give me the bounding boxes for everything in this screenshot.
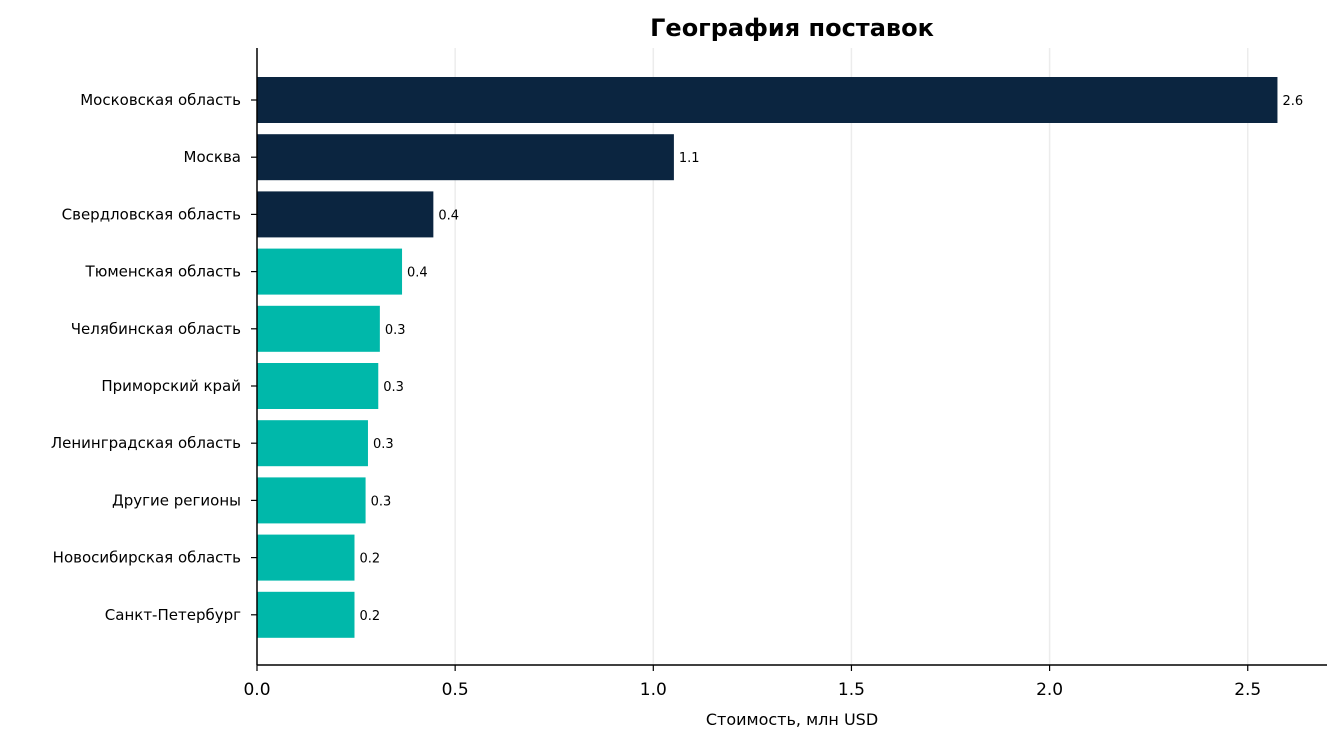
category-label: Санкт-Петербург <box>105 606 241 624</box>
category-label: Другие регионы <box>112 491 241 509</box>
value-label: 0.3 <box>385 323 406 338</box>
bar <box>257 363 379 409</box>
labels: Московская область 2.6 Москва 1.1 Свердловск… <box>51 91 1303 624</box>
bar <box>257 134 674 181</box>
category-label: Ленинградская область <box>51 434 241 452</box>
bar <box>257 77 1278 123</box>
bar <box>257 305 380 352</box>
value-label: 0.3 <box>383 380 404 395</box>
category-label: Приморский край <box>101 377 241 395</box>
x-tick-label: 1.0 <box>640 680 667 700</box>
x-tick-label: 2.5 <box>1234 680 1261 700</box>
category-label: Новосибирская область <box>53 549 241 567</box>
value-label: 0.4 <box>438 208 459 223</box>
x-ticks: 0.0 0.5 1.0 1.5 2.0 2.5 <box>243 99 1261 700</box>
bar <box>257 191 434 238</box>
bars <box>257 77 1278 638</box>
category-label: Тюменская область <box>85 263 241 281</box>
category-label: Москва <box>184 148 241 166</box>
x-axis-title: Стоимость, млн USD <box>706 710 878 729</box>
axes <box>256 48 1327 666</box>
value-label: 0.2 <box>359 609 380 624</box>
category-label: Челябинская область <box>71 320 241 338</box>
chart-title: География поставок <box>650 14 934 42</box>
category-label: Свердловская область <box>62 205 241 223</box>
value-label: 0.2 <box>359 552 380 567</box>
bar <box>257 534 355 581</box>
x-tick-label: 1.5 <box>838 680 865 700</box>
value-label: 1.1 <box>679 151 700 166</box>
category-label: Московская область <box>80 91 241 109</box>
x-tick-label: 2.0 <box>1036 680 1063 700</box>
bar <box>257 420 368 467</box>
value-label: 0.3 <box>371 494 392 509</box>
x-tick-label: 0.5 <box>442 680 469 700</box>
bar <box>257 477 366 524</box>
value-label: 0.4 <box>407 266 428 281</box>
value-label: 2.6 <box>1282 94 1303 109</box>
bar <box>257 248 403 295</box>
value-label: 0.3 <box>373 437 394 452</box>
x-tick-label: 0.0 <box>243 680 270 700</box>
bar <box>257 591 355 638</box>
